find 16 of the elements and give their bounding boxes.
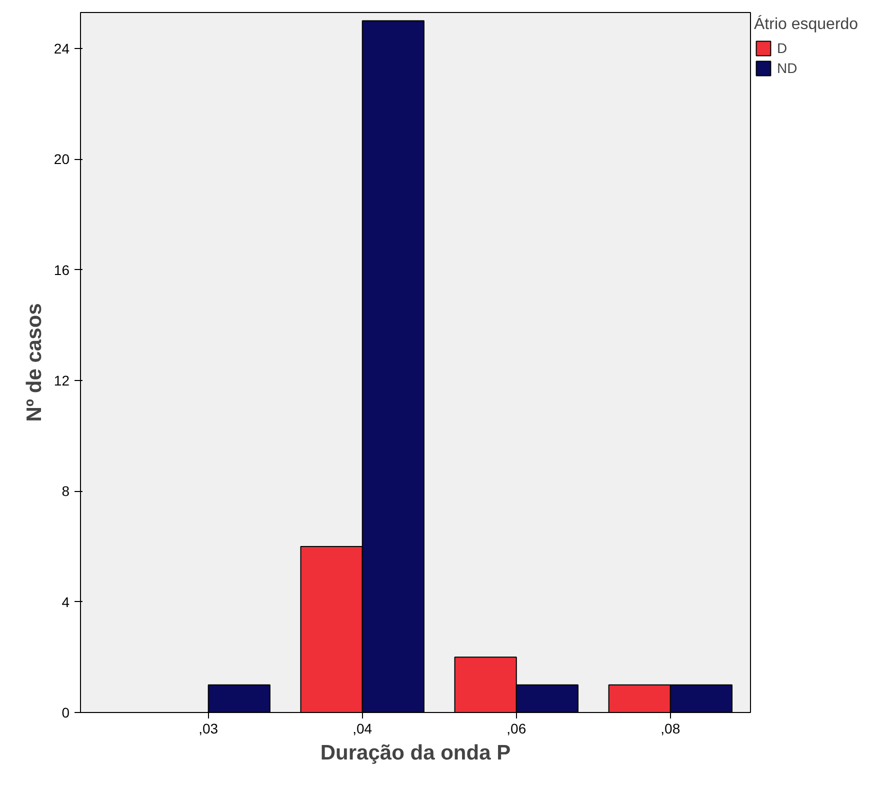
y-tick-label: 0 [62,704,70,720]
y-tick-label: 8 [62,483,70,500]
x-tick-label: ,06 [506,720,526,736]
y-axis-title: Nº de casos [22,303,46,422]
x-tick-label: ,03 [198,720,218,736]
x-tick-label: ,04 [352,720,372,736]
legend-title: Átrio esquerdo [754,16,858,34]
x-axis-title: Duração da onda P [320,742,511,764]
y-tick-label: 12 [54,372,70,388]
y-tick-label: 4 [62,594,70,610]
y-tick-label: 20 [54,151,70,168]
y-tick-label: 24 [54,40,70,56]
legend-label: ND [777,60,798,76]
x-tick-label: ,08 [660,720,680,736]
legend-label: D [777,40,788,56]
y-tick-label: 16 [54,262,70,278]
